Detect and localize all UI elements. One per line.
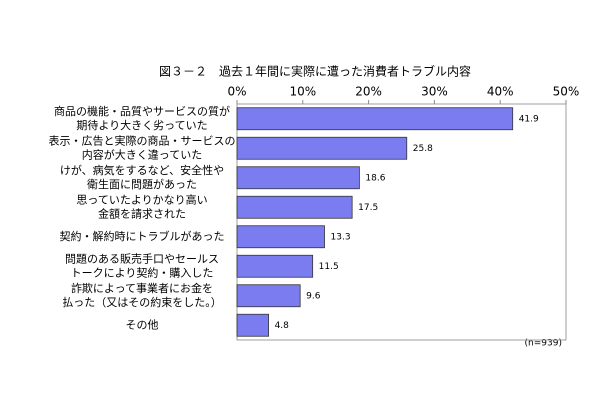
plot-frame	[236, 103, 567, 341]
y-tick-label-line: 払った（又はその約束をした。）	[62, 295, 222, 309]
y-tick-label-line: 思っていたよりかなり高い	[76, 192, 207, 206]
y-tick-label-line: 契約・解約時にトラブルがあった	[60, 229, 225, 243]
note: (n=939)	[525, 339, 562, 349]
bar	[236, 313, 269, 337]
y-tick-label-line: 衛生面に問題があった	[87, 177, 197, 191]
x-tick-label: 10%	[289, 85, 316, 99]
y-tick-label-line: 詐欺によって事業者にお金を	[71, 281, 213, 295]
y-tick-label: 詐欺によって事業者にお金を払った（又はその約束をした。）	[62, 281, 222, 309]
bar	[236, 107, 514, 131]
y-tick-label-line: 問題のある販売手口やセールス	[65, 251, 219, 265]
y-tick-label: 思っていたよりかなり高い金額を請求された	[76, 192, 207, 220]
bar	[236, 195, 353, 219]
y-tick-label: 契約・解約時にトラブルがあった	[60, 229, 225, 243]
y-tick-label-line: 商品の機能・品質やサービスの質が	[54, 104, 230, 118]
y-tick-label: その他	[126, 318, 159, 331]
bar	[236, 284, 301, 308]
y-tick-label-line: 表示・広告と実際の商品・サービスの	[49, 133, 236, 147]
x-tick-label: 0%	[227, 85, 246, 99]
y-tick-label-line: 期待より大きく劣っていた	[76, 118, 207, 132]
bar	[236, 136, 408, 160]
y-tick-label: 表示・広告と実際の商品・サービスの内容が大きく違っていた	[49, 133, 236, 161]
y-tick-label: 商品の機能・品質やサービスの質が期待より大きく劣っていた	[54, 104, 230, 132]
data-label: 13.3	[331, 232, 351, 242]
y-tick-label-line: その他	[126, 318, 159, 331]
chart-title: 図３－２ 過去１年間に実際に遭った消費者トラブル内容	[159, 64, 471, 79]
data-label: 25.8	[413, 144, 433, 154]
y-tick-label: 問題のある販売手口やセールストークにより契約・購入した	[65, 251, 219, 279]
data-label: 9.6	[306, 291, 321, 301]
data-label: 17.5	[358, 203, 378, 213]
y-tick-label-line: トークにより契約・購入した	[71, 265, 214, 279]
y-tick-label-line: 金額を請求された	[98, 206, 186, 220]
y-tick-label: けが、病気をするなど、安全性や衛生面に問題があった	[60, 163, 224, 191]
bar	[236, 225, 325, 249]
x-tick-label: 30%	[421, 85, 448, 99]
data-label: 4.8	[275, 321, 290, 331]
y-tick-label-line: 内容が大きく違っていた	[82, 147, 202, 161]
data-label: 11.5	[319, 262, 339, 272]
bar	[236, 254, 314, 278]
bar	[236, 166, 360, 190]
data-label: 18.6	[365, 173, 385, 183]
x-tick-label: 20%	[355, 85, 382, 99]
data-label: 41.9	[519, 114, 539, 124]
x-tick-label: 40%	[487, 85, 514, 99]
y-tick-label-line: けが、病気をするなど、安全性や	[60, 163, 224, 177]
x-tick-label: 50%	[553, 85, 580, 99]
